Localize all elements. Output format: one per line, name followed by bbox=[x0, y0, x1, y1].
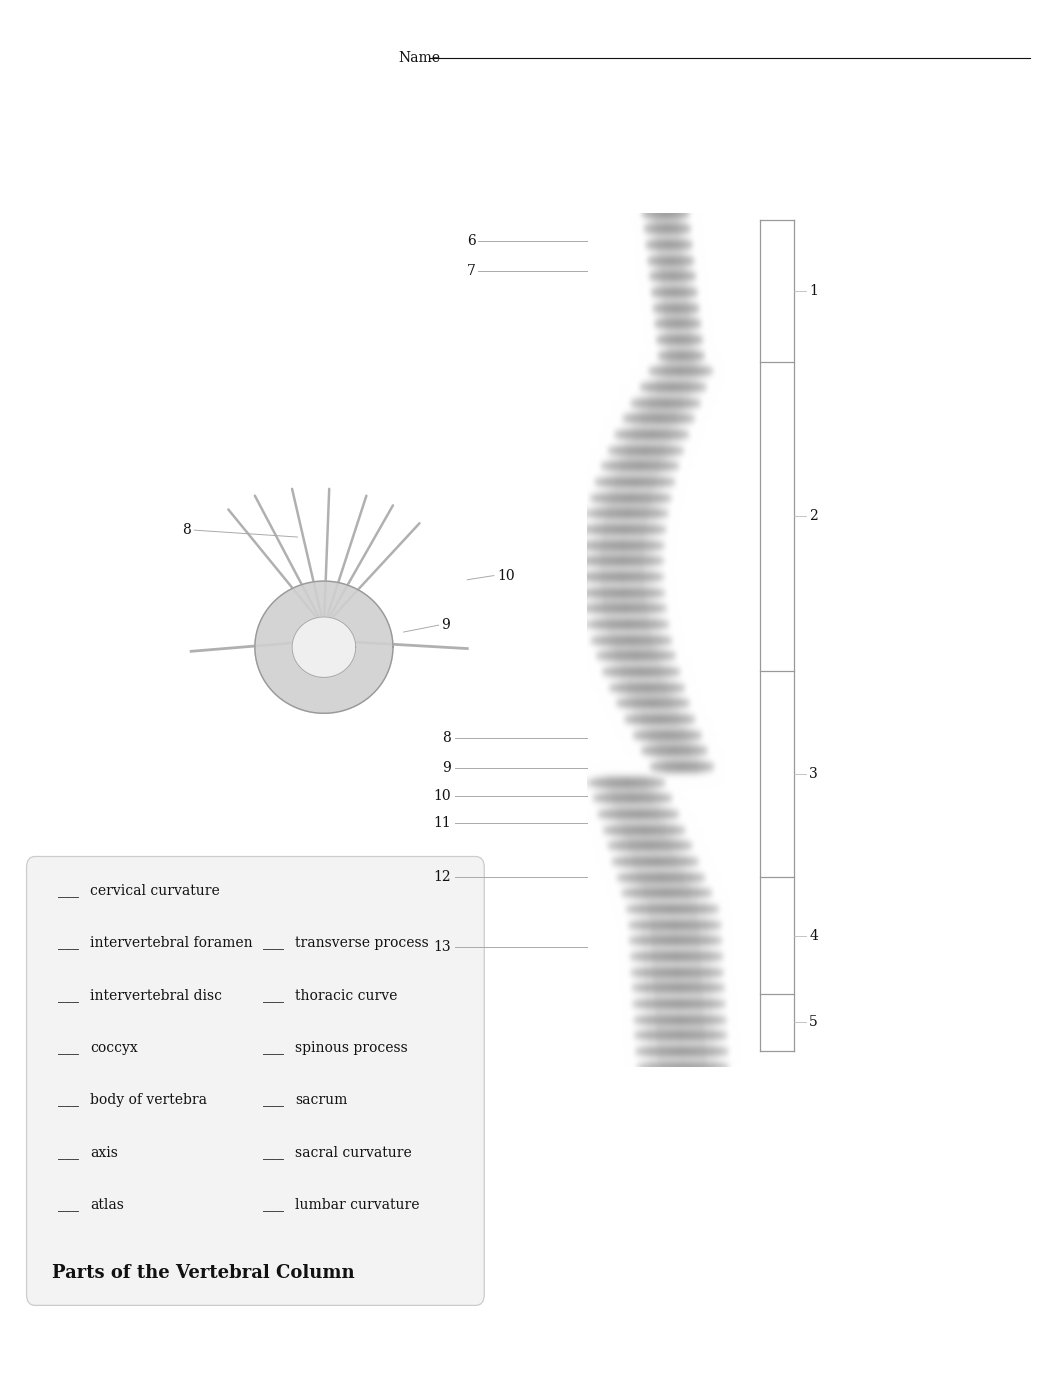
Text: transverse process: transverse process bbox=[295, 936, 429, 950]
Text: 8: 8 bbox=[443, 731, 451, 745]
Text: 9: 9 bbox=[443, 761, 451, 775]
Text: coccyx: coccyx bbox=[90, 1041, 138, 1055]
Text: body of vertebra: body of vertebra bbox=[90, 1093, 207, 1107]
Text: 13: 13 bbox=[433, 940, 451, 954]
Text: intervertebral foramen: intervertebral foramen bbox=[90, 936, 253, 950]
Text: atlas: atlas bbox=[90, 1198, 124, 1212]
Text: ___: ___ bbox=[263, 1041, 285, 1055]
Text: 11: 11 bbox=[433, 817, 451, 830]
Text: ___: ___ bbox=[58, 989, 80, 1002]
Text: lumbar curvature: lumbar curvature bbox=[295, 1198, 419, 1212]
Text: 2: 2 bbox=[809, 509, 818, 523]
Polygon shape bbox=[292, 617, 356, 677]
Text: thoracic curve: thoracic curve bbox=[295, 989, 397, 1002]
Text: axis: axis bbox=[90, 1146, 118, 1159]
Text: ___: ___ bbox=[58, 1146, 80, 1159]
Text: 9: 9 bbox=[441, 618, 449, 632]
Text: 7: 7 bbox=[467, 264, 476, 278]
Text: intervertebral disc: intervertebral disc bbox=[90, 989, 222, 1002]
Text: 3: 3 bbox=[809, 767, 818, 781]
Text: cervical curvature: cervical curvature bbox=[90, 884, 220, 898]
Text: 12: 12 bbox=[433, 870, 451, 884]
Text: spinous process: spinous process bbox=[295, 1041, 408, 1055]
Text: ___: ___ bbox=[263, 1093, 285, 1107]
Polygon shape bbox=[255, 581, 393, 713]
Text: ___: ___ bbox=[263, 1146, 285, 1159]
Text: 10: 10 bbox=[497, 569, 515, 582]
Text: ___: ___ bbox=[58, 1041, 80, 1055]
Text: ___: ___ bbox=[58, 936, 80, 950]
Text: 5: 5 bbox=[809, 1015, 818, 1030]
Text: Parts of the Vertebral Column: Parts of the Vertebral Column bbox=[52, 1264, 355, 1282]
Text: sacrum: sacrum bbox=[295, 1093, 347, 1107]
Text: 4: 4 bbox=[809, 928, 818, 943]
Text: sacral curvature: sacral curvature bbox=[295, 1146, 412, 1159]
Text: Name: Name bbox=[398, 51, 441, 65]
Text: ___: ___ bbox=[58, 1198, 80, 1212]
Text: 1: 1 bbox=[809, 284, 818, 299]
Text: 6: 6 bbox=[467, 234, 476, 248]
Text: 8: 8 bbox=[183, 523, 191, 537]
FancyBboxPatch shape bbox=[27, 856, 484, 1305]
Text: 10: 10 bbox=[433, 789, 451, 803]
Text: ___: ___ bbox=[58, 1093, 80, 1107]
Text: ___: ___ bbox=[263, 936, 285, 950]
Text: ___: ___ bbox=[263, 1198, 285, 1212]
Text: ___: ___ bbox=[263, 989, 285, 1002]
Text: ___: ___ bbox=[58, 884, 80, 898]
